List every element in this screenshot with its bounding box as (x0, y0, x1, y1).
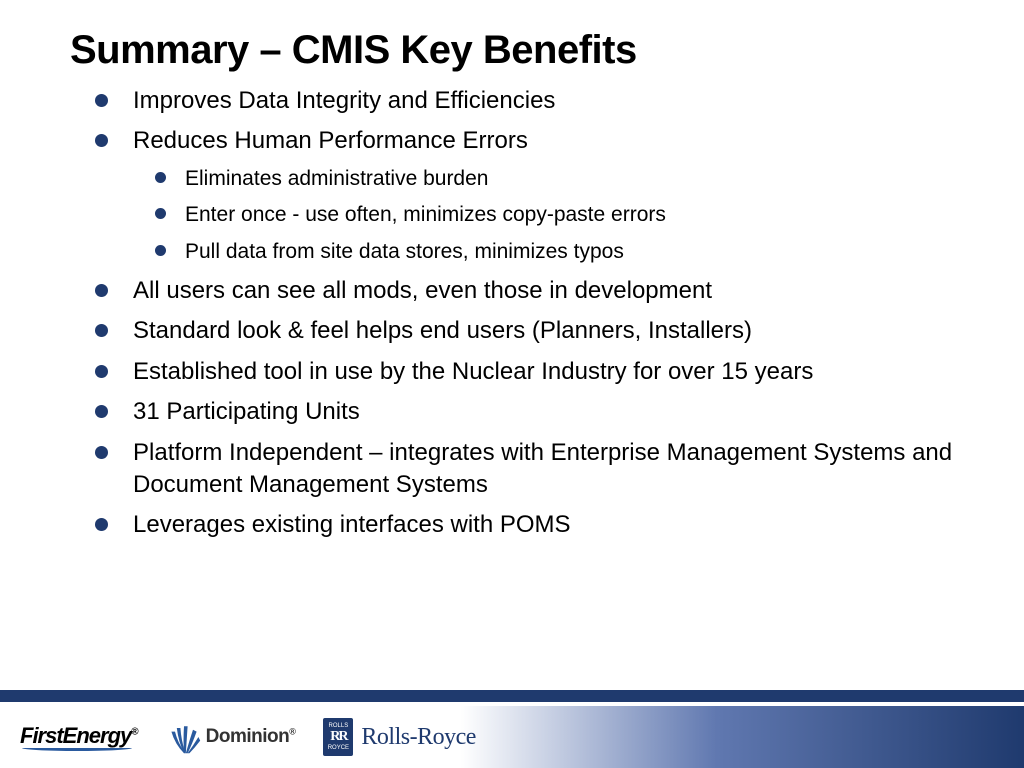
slide-footer: FirstEnergy® Dominion® (0, 690, 1024, 768)
bullet-item: Standard look & feel helps end users (Pl… (125, 315, 974, 347)
logo-bar: FirstEnergy® Dominion® (0, 706, 1024, 768)
slide-title: Summary – CMIS Key Benefits (70, 28, 974, 73)
dominion-logo: Dominion® (166, 719, 296, 755)
bullet-text: Reduces Human Performance Errors (133, 127, 528, 154)
firstenergy-logo: FirstEnergy® (20, 723, 138, 751)
dominion-burst-icon (166, 719, 202, 755)
logo-text: Dominion (206, 726, 290, 747)
bullet-list: Improves Data Integrity and Efficiencies… (70, 85, 974, 542)
bullet-item: Reduces Human Performance Errors Elimina… (125, 125, 974, 267)
rollsroyce-badge-icon: ROLLS RR ROYCE (323, 718, 353, 756)
sub-bullet-item: Eliminates administrative burden (181, 164, 974, 194)
sub-bullet-item: Pull data from site data stores, minimiz… (181, 237, 974, 267)
badge-monogram: RR (330, 730, 346, 744)
sub-bullet-item: Enter once - use often, minimizes copy-p… (181, 200, 974, 230)
divider-bar (0, 690, 1024, 702)
registered-mark: ® (131, 727, 137, 738)
slide-content: Summary – CMIS Key Benefits Improves Dat… (0, 0, 1024, 542)
badge-bottom-text: ROYCE (328, 745, 349, 751)
bullet-item: All users can see all mods, even those i… (125, 275, 974, 307)
registered-mark: ® (289, 727, 295, 737)
bullet-item: Platform Independent – integrates with E… (125, 437, 974, 502)
bullet-item: Leverages existing interfaces with POMS (125, 509, 974, 541)
rollsroyce-logo: ROLLS RR ROYCE Rolls-Royce (323, 718, 476, 756)
bullet-item: Established tool in use by the Nuclear I… (125, 356, 974, 388)
bullet-item: Improves Data Integrity and Efficiencies (125, 85, 974, 117)
bullet-item: 31 Participating Units (125, 396, 974, 428)
firstenergy-swoosh-icon (22, 745, 132, 751)
sub-bullet-list: Eliminates administrative burden Enter o… (133, 164, 974, 267)
dominion-wordmark: Dominion® (206, 726, 296, 748)
rollsroyce-wordmark: Rolls-Royce (361, 724, 476, 751)
